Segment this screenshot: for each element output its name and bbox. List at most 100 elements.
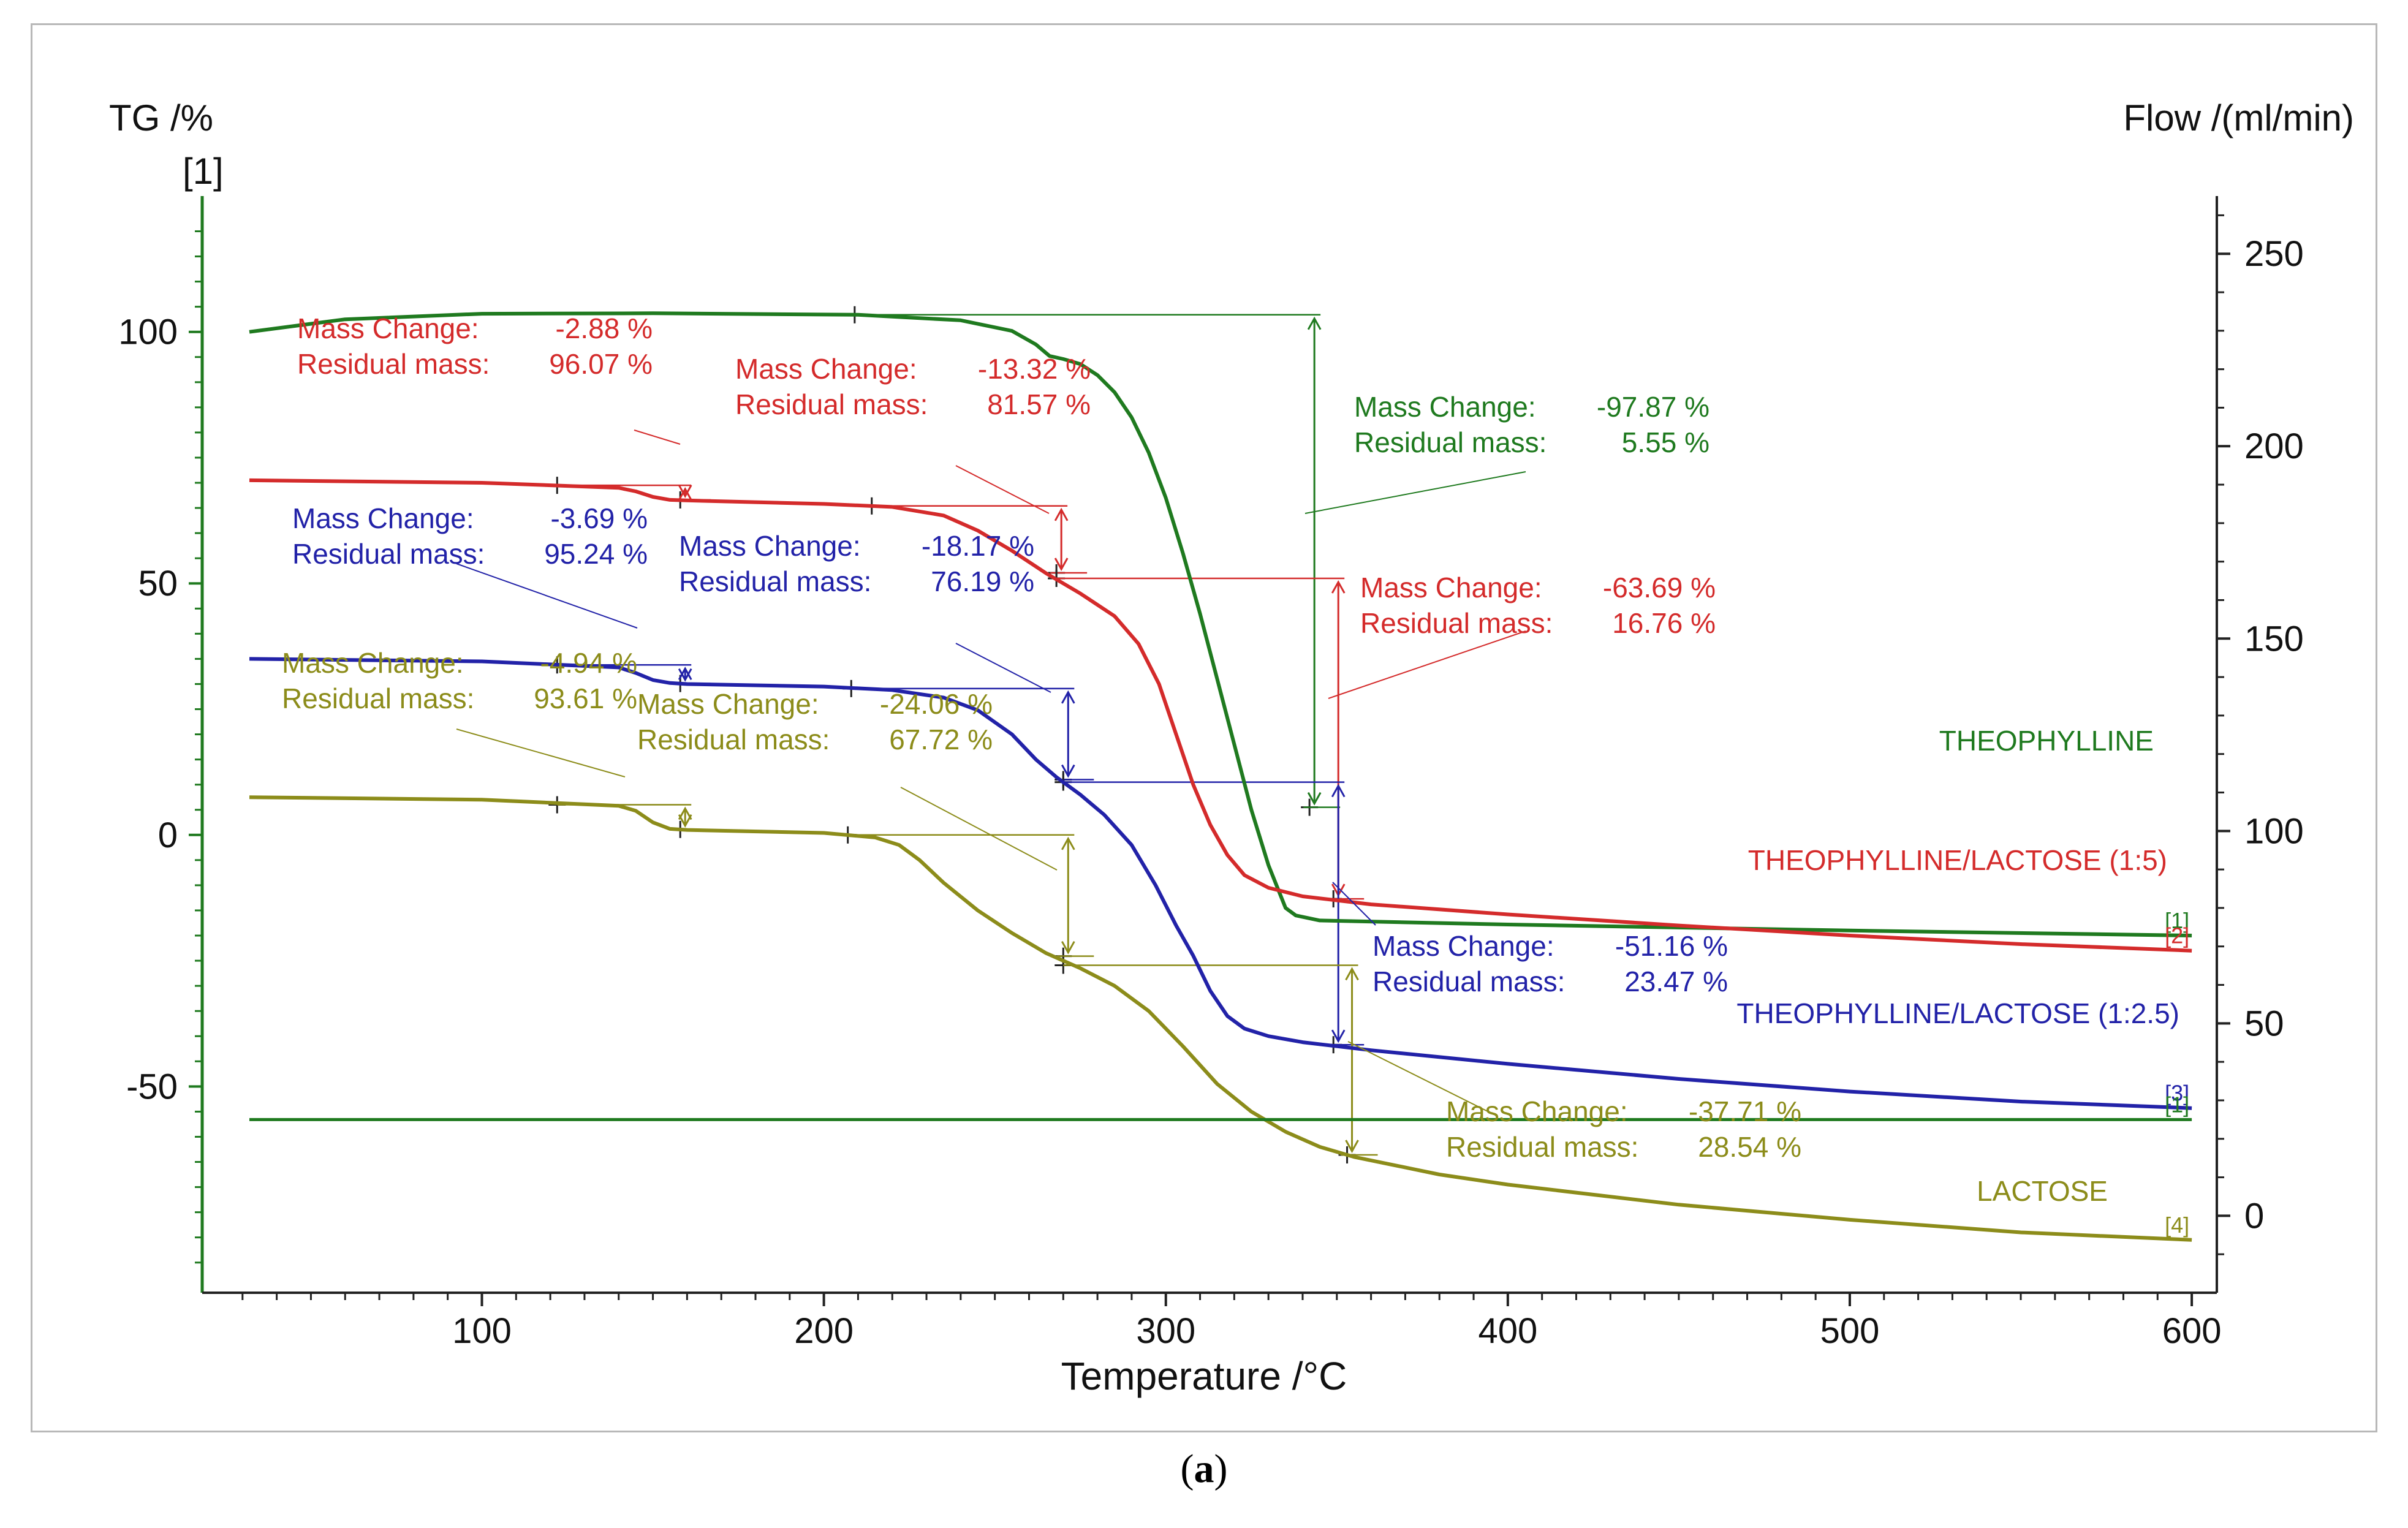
y-tick-label: -50 [126, 1067, 178, 1106]
y2-tick-label: 200 [2244, 426, 2304, 466]
step-arrowhead [1331, 784, 1346, 798]
step-arrowhead [1061, 836, 1075, 850]
mass-change-value: -3.69 % [550, 502, 648, 534]
residual-mass-value: 96.07 % [549, 348, 653, 380]
mass-change-label: Mass Change: [1360, 572, 1542, 603]
step-arrowhead [678, 487, 692, 501]
mass-change-value: -13.32 % [978, 353, 1091, 385]
series-group: [1] THEOPHYLLINE [2] THEOPHYLLINE/LACTOSE (… [249, 311, 2192, 1242]
mass-annotation: Mass Change: -2.88 % Residual mass: 96.07 % [297, 312, 681, 445]
step-arrowhead [678, 814, 692, 828]
residual-mass-label: Residual mass: [735, 388, 928, 420]
residual-mass-label: Residual mass: [1360, 607, 1553, 639]
residual-mass-label: Residual mass: [1446, 1131, 1638, 1163]
series-index: [4] [2165, 1212, 2189, 1238]
mass-annotation: Mass Change: -18.17 % Residual mass: 76.19 … [679, 530, 1051, 693]
y-axis-label: TG /% [109, 97, 213, 138]
residual-mass-label: Residual mass: [1372, 966, 1565, 997]
residual-mass-value: 76.19 % [931, 565, 1034, 597]
caption-letter: a [1194, 1447, 1214, 1491]
mass-annotation: Mass Change: -13.32 % Residual mass: 81.57 … [735, 353, 1091, 514]
mass-change-label: Mass Change: [297, 312, 479, 344]
annotation-leader [1332, 882, 1376, 926]
mass-change-value: -2.88 % [555, 312, 653, 344]
mass-annotation: Mass Change: -63.69 % Residual mass: 16.76 … [1328, 572, 1716, 699]
annotation-leader [1347, 1041, 1490, 1113]
residual-mass-value: 93.61 % [534, 683, 637, 714]
mass-change-label: Mass Change: [282, 647, 464, 679]
series-index: [2] [2165, 923, 2189, 948]
mass-change-label: Mass Change: [679, 530, 861, 562]
x-tick-label: 500 [1820, 1311, 1880, 1351]
annotation-leader [955, 643, 1051, 693]
series-name-label: THEOPHYLLINE/LACTOSE (1:5) [1748, 844, 2167, 876]
series-line-1 [249, 478, 2192, 953]
y-tick-label: 100 [118, 312, 178, 352]
series-name-label: THEOPHYLLINE/LACTOSE (1:2.5) [1736, 997, 2179, 1029]
annotation-leader [900, 787, 1058, 871]
annotation-leader [955, 465, 1050, 514]
x-tick-label: 100 [452, 1311, 512, 1351]
axes-group: 100 200 300 400 500 600100500-502502001501005… [118, 196, 2304, 1351]
series-name-label: LACTOSE [1977, 1175, 2108, 1207]
residual-mass-value: 28.54 % [1698, 1131, 1801, 1163]
x-axis-label: Temperature /°C [1061, 1354, 1347, 1398]
step-arrowhead [1054, 507, 1069, 521]
mass-change-value: -63.69 % [1603, 572, 1716, 603]
residual-mass-value: 81.57 % [987, 388, 1091, 420]
residual-mass-label: Residual mass: [679, 565, 871, 597]
caption-close: ) [1214, 1447, 1228, 1491]
step-arrowhead [678, 667, 692, 680]
residual-mass-value: 5.55 % [1622, 426, 1709, 458]
y2-tick-label: 0 [2244, 1196, 2264, 1236]
residual-mass-value: 67.72 % [889, 724, 993, 755]
annotations-group: Mass Change: -2.88 % Residual mass: 96.07 %… [282, 312, 1801, 1163]
mass-annotation: Mass Change: -3.69 % Residual mass: 95.24 % [292, 502, 648, 629]
residual-mass-value: 16.76 % [1612, 607, 1716, 639]
step-arrowhead [678, 485, 692, 499]
series-line-3 [249, 795, 2192, 1242]
step-arrowhead [1054, 558, 1069, 572]
series-index: [3] [2165, 1081, 2189, 1106]
labels-group: TG /% [1] Flow /(ml/min) Temperature /°C [109, 97, 2354, 1398]
y2-tick-label: 50 [2244, 1004, 2284, 1043]
mass-change-label: Mass Change: [1372, 930, 1554, 962]
mass-annotation: Mass Change: -4.94 % Residual mass: 93.61 % [282, 647, 637, 777]
step-arrowhead [1061, 690, 1075, 704]
step-arrowhead [1061, 940, 1075, 955]
x-tick-label: 200 [794, 1311, 854, 1351]
annotation-leader [456, 728, 626, 777]
step-arrowhead [1331, 1029, 1346, 1043]
y-axis-label-index: [1] [183, 151, 224, 192]
mass-change-value: -51.16 % [1615, 930, 1728, 962]
series-line-0 [249, 311, 2192, 937]
figure-frame [31, 23, 2377, 1432]
residual-mass-label: Residual mass: [292, 538, 485, 570]
x-tick-label: 600 [2162, 1311, 2222, 1351]
step-arrowhead [678, 806, 692, 820]
series-index: [1] [2165, 1092, 2189, 1117]
mass-annotation: Mass Change: -24.06 % Residual mass: 67.72 … [637, 688, 1058, 871]
annotation-leader [634, 429, 681, 445]
series-line-2 [249, 657, 2192, 1110]
y-tick-label: 50 [138, 564, 178, 603]
mass-change-value: -24.06 % [880, 688, 993, 720]
annotation-leader [1304, 471, 1526, 514]
mass-annotation: Mass Change: -37.71 % Residual mass: 28.54 … [1347, 1041, 1801, 1163]
mass-change-value: -97.87 % [1597, 391, 1709, 423]
mass-change-value: -18.17 % [922, 530, 1034, 562]
step-arrowhead [1307, 316, 1322, 330]
step-arrowhead [678, 668, 692, 682]
residual-mass-value: 95.24 % [544, 538, 648, 570]
y-tick-label: 0 [158, 815, 178, 855]
mass-change-value: -4.94 % [540, 647, 637, 679]
mass-change-label: Mass Change: [292, 502, 474, 534]
mass-change-label: Mass Change: [735, 353, 917, 385]
step-arrowhead [1345, 967, 1359, 981]
y2-tick-label: 100 [2244, 811, 2304, 851]
residual-mass-label: Residual mass: [282, 683, 474, 714]
mass-change-value: -37.71 % [1689, 1095, 1801, 1127]
x-tick-label: 400 [1478, 1311, 1537, 1351]
caption-open: ( [1180, 1447, 1194, 1491]
